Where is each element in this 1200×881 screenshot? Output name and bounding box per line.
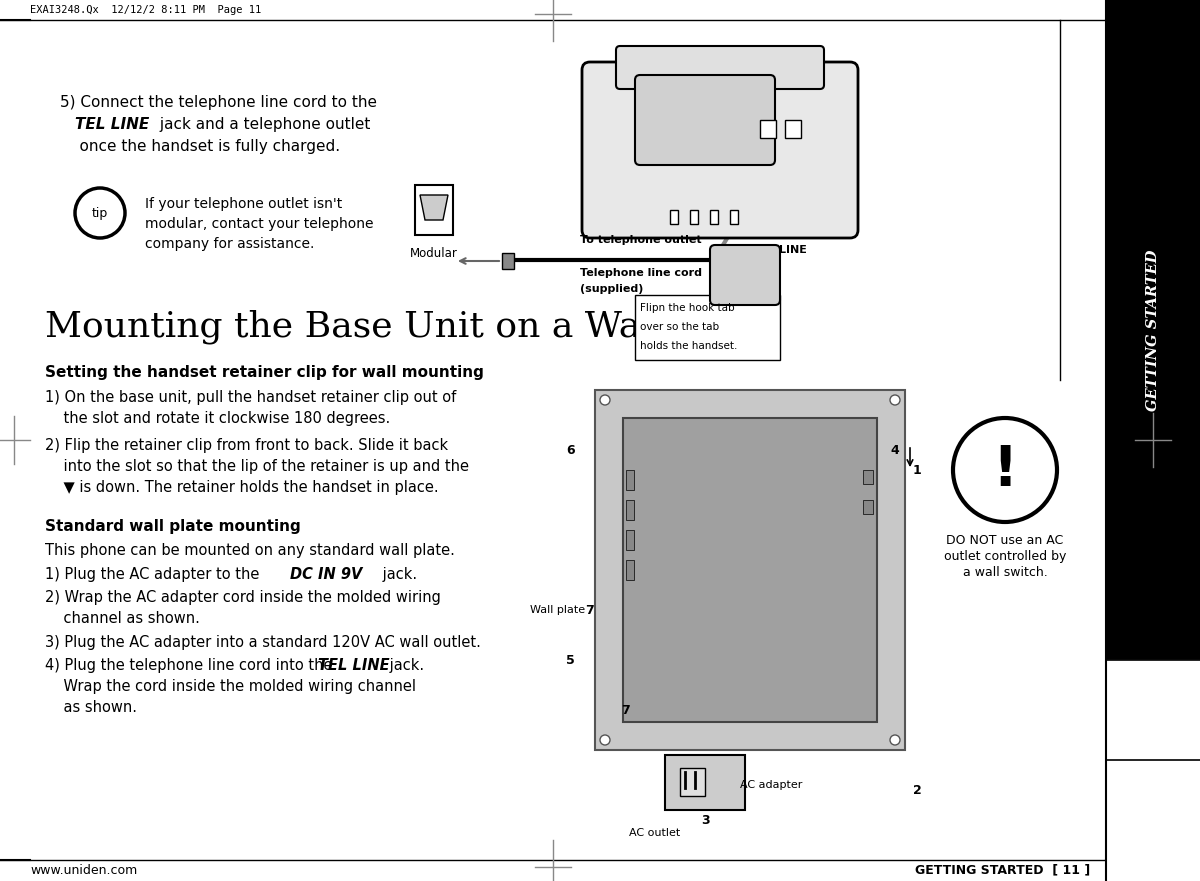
Text: jack.: jack. [385, 658, 424, 673]
Text: DO NOT use an AC: DO NOT use an AC [947, 534, 1063, 547]
Text: channel as shown.: channel as shown. [46, 611, 200, 626]
Text: AC adapter: AC adapter [740, 780, 803, 790]
Text: 3) Plug the AC adapter into a standard 120V AC wall outlet.: 3) Plug the AC adapter into a standard 1… [46, 635, 481, 650]
Text: AC outlet: AC outlet [629, 828, 680, 838]
Text: Telephone line cord: Telephone line cord [580, 268, 702, 278]
Text: 7: 7 [620, 704, 629, 716]
Text: DC IN 9V: DC IN 9V [290, 567, 362, 582]
Text: Standard wall plate mounting: Standard wall plate mounting [46, 519, 301, 534]
Bar [710, 210, 718, 224]
Text: outlet controlled by: outlet controlled by [944, 550, 1066, 563]
Text: ▼ is down. The retainer holds the handset in place.: ▼ is down. The retainer holds the handse… [46, 480, 439, 495]
Bar [626, 560, 634, 580]
Text: jack.: jack. [378, 567, 418, 582]
Text: the slot and rotate it clockwise 180 degrees.: the slot and rotate it clockwise 180 deg… [46, 411, 390, 426]
Text: over so the tab: over so the tab [640, 322, 719, 332]
Bar [595, 390, 905, 750]
Text: 1) On the base unit, pull the handset retainer clip out of: 1) On the base unit, pull the handset re… [46, 390, 456, 405]
Text: into the slot so that the lip of the retainer is up and the: into the slot so that the lip of the ret… [46, 459, 469, 474]
Bar [626, 500, 634, 520]
Text: 2) Flip the retainer clip from front to back. Slide it back: 2) Flip the retainer clip from front to … [46, 438, 448, 453]
Circle shape [74, 188, 125, 238]
Text: Wall plate: Wall plate [530, 605, 586, 615]
Text: company for assistance.: company for assistance. [145, 237, 314, 251]
Text: EXAI3248.Qx  12/12/2 8:11 PM  Page 11: EXAI3248.Qx 12/12/2 8:11 PM Page 11 [30, 5, 262, 15]
Bar [665, 755, 745, 810]
Bar [785, 120, 802, 138]
Text: 5) Connect the telephone line cord to the: 5) Connect the telephone line cord to th… [60, 95, 377, 110]
Circle shape [890, 395, 900, 405]
Text: tip: tip [92, 206, 108, 219]
Bar [623, 418, 877, 722]
Polygon shape [420, 195, 448, 220]
Text: 1: 1 [913, 463, 922, 477]
Circle shape [600, 735, 610, 745]
Text: GETTING STARTED  [ 11 ]: GETTING STARTED [ 11 ] [914, 863, 1090, 877]
Text: 4) Plug the telephone line cord into the: 4) Plug the telephone line cord into the [46, 658, 337, 673]
Text: This phone can be mounted on any standard wall plate.: This phone can be mounted on any standar… [46, 543, 455, 558]
Text: www.uniden.com: www.uniden.com [30, 863, 137, 877]
Circle shape [600, 395, 610, 405]
Text: 6: 6 [566, 443, 575, 456]
FancyBboxPatch shape [616, 46, 824, 89]
Text: 1) Plug the AC adapter to the: 1) Plug the AC adapter to the [46, 567, 264, 582]
Text: Flipn the hook tab: Flipn the hook tab [640, 303, 734, 313]
Text: 2) Wrap the AC adapter cord inside the molded wiring: 2) Wrap the AC adapter cord inside the m… [46, 590, 440, 605]
Bar [635, 295, 780, 360]
Text: 3: 3 [701, 813, 709, 826]
Text: To telephone outlet: To telephone outlet [580, 235, 702, 245]
Text: If your telephone outlet isn't: If your telephone outlet isn't [145, 197, 342, 211]
Text: modular, contact your telephone: modular, contact your telephone [145, 217, 373, 231]
Circle shape [890, 735, 900, 745]
Text: as shown.: as shown. [46, 700, 137, 715]
Text: (supplied): (supplied) [580, 284, 643, 294]
FancyBboxPatch shape [582, 62, 858, 238]
Bar [863, 470, 874, 484]
Bar [502, 253, 514, 269]
Text: once the handset is fully charged.: once the handset is fully charged. [60, 139, 340, 154]
Text: holds the handset.: holds the handset. [640, 341, 737, 351]
Text: 5: 5 [566, 654, 575, 667]
Text: TEL LINE: TEL LINE [318, 658, 390, 673]
Text: Modular: Modular [410, 247, 458, 260]
Bar [1106, 660, 1200, 760]
Circle shape [953, 418, 1057, 522]
FancyBboxPatch shape [710, 245, 780, 305]
Bar [1106, 760, 1200, 881]
Bar [626, 530, 634, 550]
Text: a wall switch.: a wall switch. [962, 566, 1048, 579]
Text: GETTING STARTED: GETTING STARTED [1146, 249, 1160, 411]
Text: Setting the handset retainer clip for wall mounting: Setting the handset retainer clip for wa… [46, 365, 484, 380]
Bar [680, 768, 706, 796]
Text: Wrap the cord inside the molded wiring channel: Wrap the cord inside the molded wiring c… [46, 679, 416, 694]
Bar [690, 210, 698, 224]
Bar [712, 250, 728, 270]
Bar [730, 210, 738, 224]
Text: !: ! [992, 443, 1018, 497]
Bar [1106, 0, 1200, 660]
Text: 2: 2 [913, 783, 922, 796]
Bar [863, 500, 874, 514]
Text: jack and a telephone outlet: jack and a telephone outlet [155, 117, 371, 132]
Bar [670, 210, 678, 224]
Text: 4: 4 [890, 443, 899, 456]
Bar [415, 185, 454, 235]
Text: Mounting the Base Unit on a Wall: Mounting the Base Unit on a Wall [46, 310, 664, 344]
Bar [760, 120, 776, 138]
Text: 7: 7 [586, 603, 594, 617]
Bar [626, 470, 634, 490]
FancyBboxPatch shape [635, 75, 775, 165]
Text: TEL LINE: TEL LINE [74, 117, 149, 132]
Text: To TEL LINE: To TEL LINE [734, 245, 806, 255]
